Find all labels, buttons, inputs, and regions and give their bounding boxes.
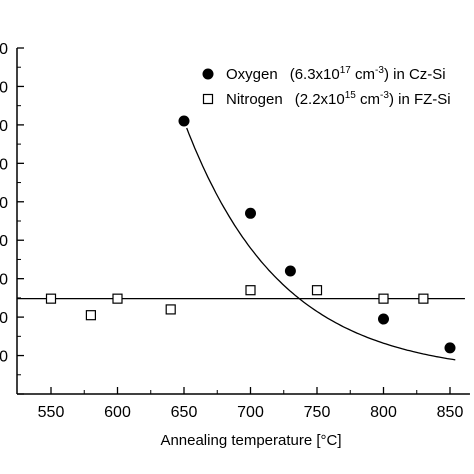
y-tick-label: 0 <box>0 272 8 289</box>
y-tick-label: 0 <box>0 79 8 96</box>
legend-text-conc-base: (6.3x10 <box>290 66 340 83</box>
x-axis: 550 600 650 700 750 800 850 <box>17 387 470 421</box>
oxygen-point <box>378 313 389 325</box>
nitrogen-point <box>45 293 57 304</box>
x-tick-label: 700 <box>237 404 264 421</box>
nitrogen-point <box>85 310 97 321</box>
y-tick-label: 0 <box>0 118 8 135</box>
legend-text-suffix: ) in Cz-Si <box>384 66 446 83</box>
legend-text-conc-exp: 17 <box>340 65 352 76</box>
x-tick-label: 550 <box>38 404 65 421</box>
legend-label-oxygen: Oxygen (6.3x1017 cm-3) in Cz-Si <box>226 65 446 83</box>
x-tick-label: 600 <box>104 404 131 421</box>
x-axis-label: Annealing temperature [°C] <box>160 432 341 449</box>
y-tick-label: 0 <box>0 349 8 366</box>
legend-text-suffix: ) in FZ-Si <box>389 91 451 108</box>
y-tick-label: 0 <box>0 156 8 173</box>
legend-text-name: Oxygen <box>226 66 278 83</box>
legend-text-conc-base: (2.2x10 <box>295 91 345 108</box>
nitrogen-point <box>418 293 429 304</box>
legend-text-conc-exp: 15 <box>345 90 357 101</box>
legend-text-unit: cm <box>356 91 380 108</box>
legend-oxygen-symbol <box>202 68 214 80</box>
nitrogen-point <box>112 293 123 304</box>
x-tick-label: 650 <box>171 404 198 421</box>
legend-text-unit: cm <box>351 66 375 83</box>
x-tick-label: 800 <box>370 404 397 421</box>
legend-text-unit-exp: -3 <box>380 90 389 101</box>
nitrogen-point <box>378 293 389 304</box>
oxygen-point <box>444 342 456 354</box>
legend-text-unit-exp: -3 <box>375 65 384 76</box>
y-tick-label: 0 <box>0 233 8 250</box>
oxygen-point <box>245 207 256 219</box>
oxygen-fit-curve <box>186 127 456 361</box>
y-tick-label: 0 <box>0 195 8 212</box>
legend-label-nitrogen: Nitrogen (2.2x1015 cm-3) in FZ-Si <box>226 90 451 108</box>
nitrogen-point <box>245 285 256 296</box>
y-tick-label: 0 <box>0 310 8 327</box>
legend-text-name: Nitrogen <box>226 91 283 108</box>
nitrogen-point <box>165 304 176 315</box>
nitrogen-point <box>311 285 323 296</box>
oxygen-point <box>284 265 296 277</box>
y-tick-label: 0 <box>0 41 8 58</box>
x-tick-label: 750 <box>304 404 331 421</box>
plot-area <box>17 115 465 361</box>
x-tick-label: 850 <box>437 404 464 421</box>
y-axis: 0 0 0 0 0 0 0 0 0 <box>0 41 24 395</box>
oxygen-point <box>178 115 190 127</box>
legend-nitrogen-symbol <box>202 93 214 105</box>
